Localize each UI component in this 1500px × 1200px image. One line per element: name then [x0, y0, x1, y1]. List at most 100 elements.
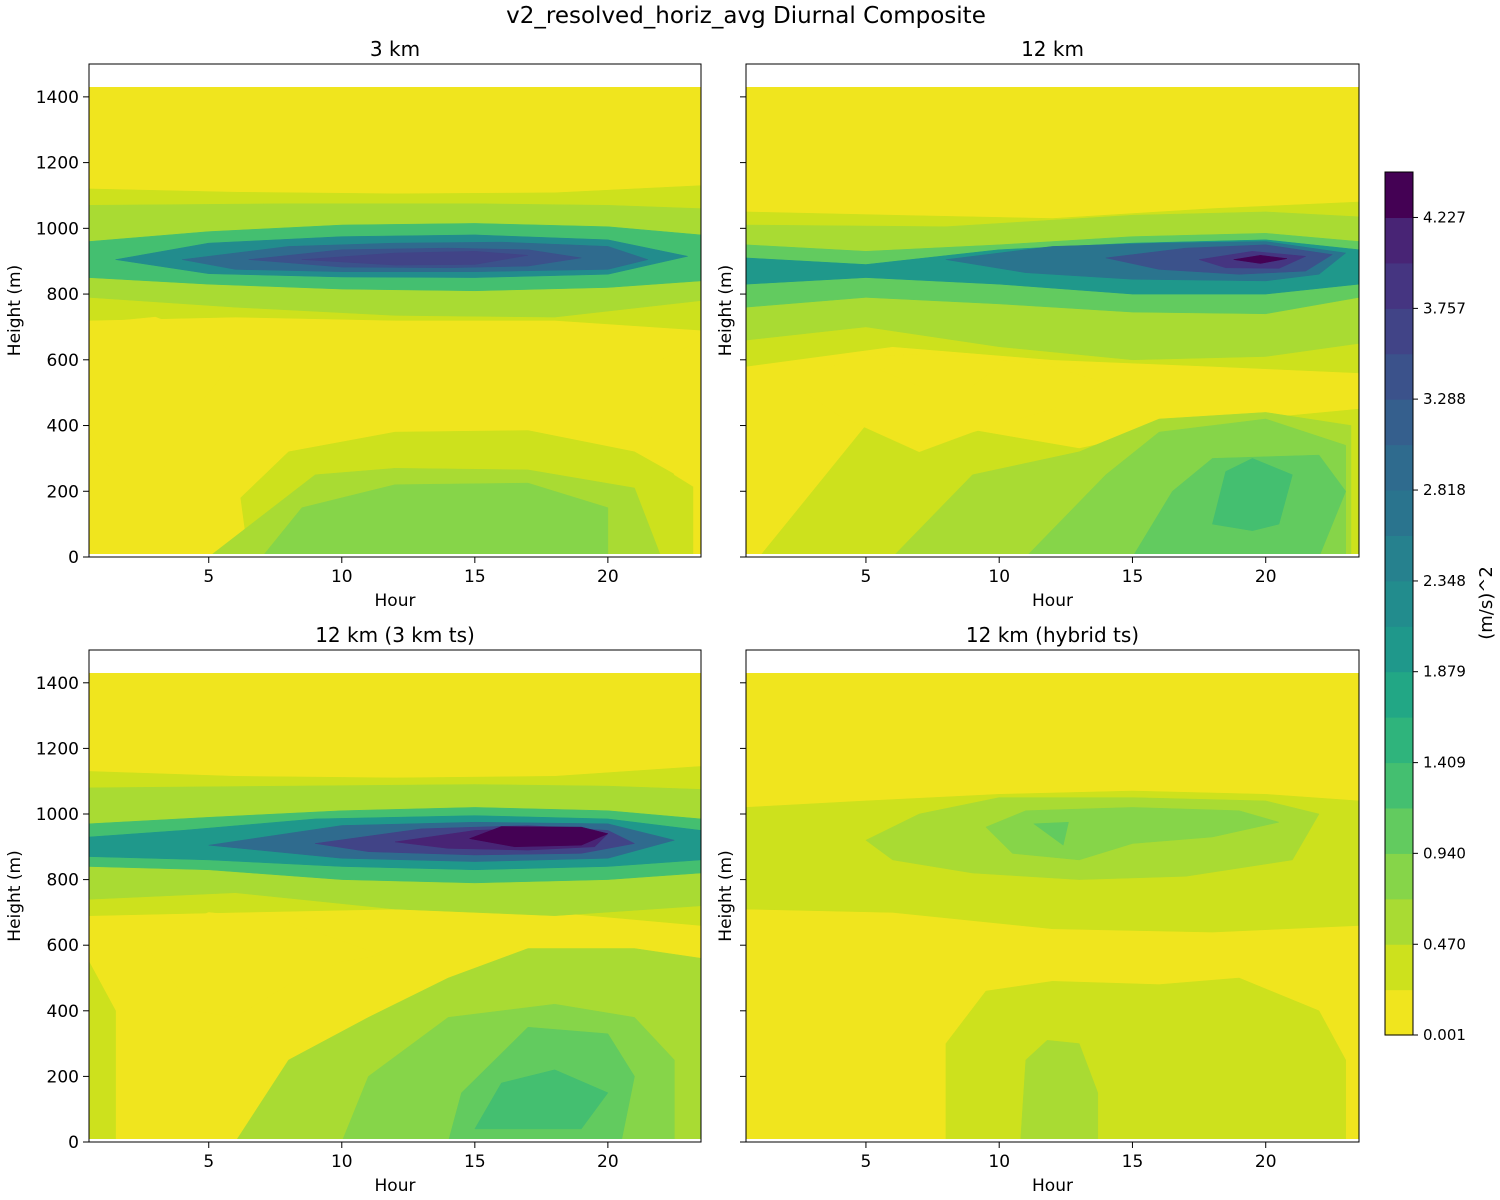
x-tick-label: 15	[1122, 567, 1144, 587]
x-axis-label: Hour	[375, 591, 416, 611]
contour-level-18	[1233, 255, 1288, 264]
contour-level-0	[141, 912, 382, 1018]
colorbar-swatch	[1385, 489, 1413, 536]
x-tick-label: 5	[203, 567, 214, 587]
colorbar-swatch	[1385, 671, 1413, 718]
bottom-strip	[746, 1139, 1359, 1142]
colorbar-tick-label: 3.288	[1423, 390, 1466, 408]
y-tick-label: 1200	[36, 154, 79, 174]
colorbar-frame	[1384, 171, 1414, 1036]
contour-level-0	[647, 339, 701, 492]
colorbar-swatch	[1385, 308, 1413, 355]
contour-level-3	[985, 807, 1280, 861]
contour-level-15	[301, 251, 529, 266]
colorbar-swatch	[1385, 262, 1413, 309]
colorbar-swatch	[1385, 626, 1413, 673]
contour-level-0	[879, 359, 1000, 387]
colorbar-tick-label: 0.001	[1423, 1026, 1466, 1044]
colorbar: 0.001 0.470 0.940 1.409 1.879 2.348 2.818 3.288…	[1384, 171, 1466, 1044]
colorbar-swatch	[1385, 944, 1413, 991]
contour-level-5	[474, 1069, 609, 1130]
panel-title: 12 km	[1021, 37, 1084, 61]
x-tick-label: 10	[988, 1152, 1010, 1172]
contour-level-1	[945, 977, 1346, 1143]
contour-field	[746, 672, 1359, 1143]
colorbar-swatch	[1385, 217, 1413, 264]
axes-frame	[745, 649, 1360, 1143]
y-axis-label: Height (m)	[716, 265, 736, 356]
y-tick-label: 800	[47, 871, 79, 891]
axes-frame	[88, 649, 702, 1143]
y-tick-label: 1000	[36, 219, 79, 239]
colorbar-swatch	[1385, 353, 1413, 400]
x-axis-label: Hour	[1032, 591, 1073, 611]
y-tick-label: 200	[47, 482, 79, 502]
panel-4: 5 10 15 20 12 km (hybrid ts) Hour Height (m)	[716, 623, 1360, 1196]
colorbar-tick-label: 1.409	[1423, 754, 1466, 772]
x-tick-label: 15	[464, 1152, 486, 1172]
panel-title: 12 km (hybrid ts)	[966, 623, 1139, 647]
contour-level-4	[1033, 821, 1069, 846]
colorbar-tick-label: 0.940	[1423, 844, 1466, 862]
axes-frame	[745, 63, 1360, 558]
contour-level-0	[89, 316, 236, 489]
x-tick-label: 20	[597, 567, 619, 587]
colorbar-tick-label: 4.227	[1423, 208, 1466, 226]
y-tick-label: 0	[68, 548, 79, 568]
x-tick-label: 10	[331, 1152, 353, 1172]
colorbar-tick-label: 0.470	[1423, 935, 1466, 953]
y-tick-label: 1200	[36, 739, 79, 759]
colorbar-swatch	[1385, 762, 1413, 809]
panel-title: 3 km	[370, 37, 420, 61]
x-tick-label: 20	[597, 1152, 619, 1172]
x-tick-label: 5	[861, 1152, 872, 1172]
contour-field	[746, 87, 1359, 558]
y-axis-label: Height (m)	[5, 265, 25, 356]
panel-2: 5 10 15 20 12 km Hour Height (m)	[716, 37, 1360, 611]
y-axis-label: Height (m)	[716, 850, 736, 941]
bottom-strip	[89, 554, 701, 557]
y-axis-label: Height (m)	[5, 850, 25, 941]
x-tick-label: 10	[988, 567, 1010, 587]
colorbar-swatch	[1385, 172, 1413, 219]
x-tick-label: 20	[1255, 1152, 1277, 1172]
colorbar-swatch	[1385, 580, 1413, 627]
y-tick-label: 400	[47, 1002, 79, 1022]
x-tick-label: 5	[861, 567, 872, 587]
bottom-strip	[746, 554, 1359, 557]
x-axis-label: Hour	[1032, 1176, 1073, 1196]
colorbar-swatch	[1385, 989, 1413, 1036]
y-tick-label: 0	[68, 1133, 79, 1153]
colorbar-tick-label: 2.348	[1423, 572, 1466, 590]
colorbar-tick-label: 3.757	[1423, 299, 1466, 317]
colorbar-swatch	[1385, 399, 1413, 446]
x-tick-label: 15	[464, 567, 486, 587]
figure-title: v2_resolved_horiz_avg Diurnal Composite	[506, 3, 986, 29]
contour-field	[89, 672, 701, 1143]
panel-title: 12 km (3 km ts)	[315, 623, 475, 647]
y-tick-label: 200	[47, 1067, 79, 1087]
y-tick-label: 1000	[36, 805, 79, 825]
x-tick-label: 10	[331, 567, 353, 587]
y-tick-label: 1400	[36, 674, 79, 694]
y-tick-label: 400	[47, 417, 79, 437]
colorbar-label: (m/s)^2	[1476, 566, 1497, 640]
y-tick-label: 1400	[36, 88, 79, 108]
colorbar-swatch	[1385, 898, 1413, 945]
colorbar-swatch	[1385, 444, 1413, 491]
x-axis-label: Hour	[375, 1176, 416, 1196]
contour-level-5	[1212, 458, 1293, 531]
contour-field	[89, 87, 701, 558]
colorbar-swatch	[1385, 535, 1413, 582]
x-tick-label: 20	[1255, 567, 1277, 587]
x-tick-label: 5	[203, 1152, 214, 1172]
colorbar-swatch	[1385, 717, 1413, 764]
colorbar-tick-label: 2.818	[1423, 481, 1466, 499]
colorbar-swatch	[1385, 807, 1413, 854]
x-tick-label: 15	[1122, 1152, 1144, 1172]
bottom-strip	[89, 1139, 701, 1142]
y-tick-label: 800	[47, 285, 79, 305]
